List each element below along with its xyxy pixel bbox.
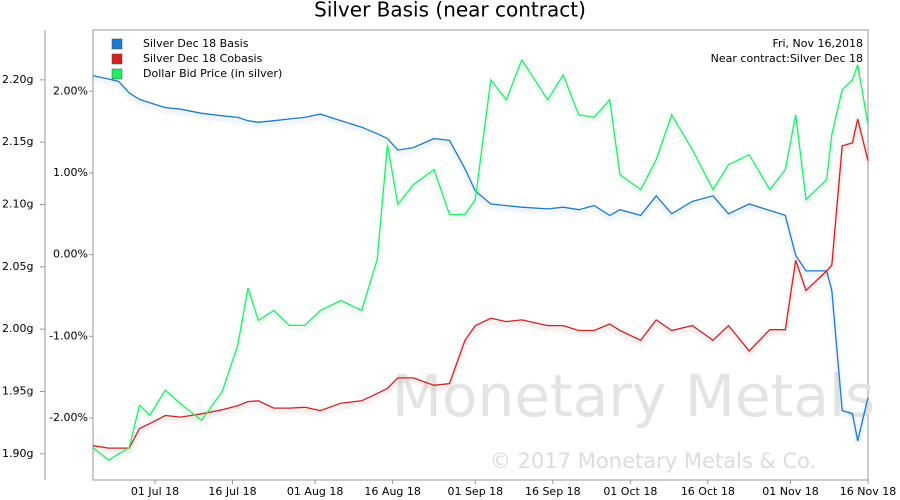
x-tick-label: 01 Oct 18 [603, 485, 657, 498]
x-tick-label: 16 Nov 18 [840, 485, 896, 498]
x-tick-label: 01 Sep 18 [447, 485, 503, 498]
date-note: Fri, Nov 16,2018 [772, 37, 863, 50]
y2-tick-label: 2.00% [53, 84, 88, 97]
series-line [92, 118, 869, 449]
x-tick-label: 16 Jul 18 [208, 485, 256, 498]
y-tick-label: 2.10g [2, 198, 33, 211]
contract-note: Near contract:Silver Dec 18 [711, 52, 863, 65]
y2-tick-label: 1.00% [53, 166, 88, 179]
y-tick-label: 1.90g [2, 447, 33, 460]
legend-swatch [111, 53, 123, 65]
y-tick-label: 2.15g [2, 135, 33, 148]
watermark: Monetary Metals [392, 362, 875, 430]
y2-tick-label: -1.00% [49, 329, 88, 342]
x-tick-label: 01 Aug 18 [287, 485, 343, 498]
chart-title: Silver Basis (near contract) [314, 0, 586, 22]
x-tick-label: 16 Sep 18 [525, 485, 581, 498]
legend-label: Silver Dec 18 Basis [143, 37, 249, 50]
legend-swatch [111, 38, 123, 50]
y-tick-label: 2.00g [2, 322, 33, 335]
plot-area [92, 29, 869, 481]
y2-tick-label: -2.00% [49, 411, 88, 424]
y2-tick-label: 0.00% [53, 248, 88, 261]
series-line [92, 75, 869, 441]
legend-swatch [111, 68, 123, 80]
x-tick-label: 01 Nov 18 [762, 485, 818, 498]
legend-label: Silver Dec 18 Cobasis [143, 52, 263, 65]
x-tick-label: 16 Aug 18 [364, 485, 420, 498]
y-tick-label: 2.05g [2, 260, 33, 273]
x-tick-label: 16 Oct 18 [681, 485, 735, 498]
x-tick-label: 01 Jul 18 [131, 485, 179, 498]
y-tick-label: 1.95g [2, 384, 33, 397]
series-line [92, 58, 869, 461]
copyright: © 2017 Monetary Metals & Co. [490, 449, 816, 473]
legend-label: Dollar Bid Price (in silver) [143, 67, 282, 80]
y-tick-label: 2.20g [2, 73, 33, 86]
